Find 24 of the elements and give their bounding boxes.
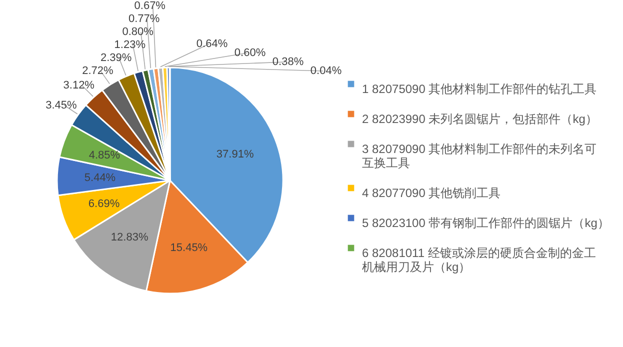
data-label: 3.12% (63, 79, 95, 92)
data-label: 3.45% (46, 99, 78, 112)
data-label: 37.91% (216, 148, 254, 161)
legend-label: 4 82077090 其他铣削工具 (362, 186, 501, 200)
legend-label: 2 82023990 未列名圆锯片，包括部件（kg） (362, 112, 598, 126)
data-label: 4.85% (88, 150, 120, 162)
legend-label: 5 82023100 带有钢制工作部件的圆锯片（kg） (362, 216, 610, 230)
data-label: 2.39% (100, 52, 132, 64)
legend-label: 1 82075090 其他材料制工作部件的钻孔工具 (362, 82, 597, 96)
data-label: 0.04% (310, 65, 342, 77)
legend-label: 3 82079090 其他材料制工作部件的未列名可互换工具 (362, 142, 597, 170)
data-label: 5.44% (84, 172, 116, 184)
data-label: 0.64% (196, 38, 228, 50)
legend-label: 6 82081011 经镀或涂层的硬质合金制的金工机械用刀及片（kg） (362, 246, 596, 274)
data-label: 2.72% (82, 65, 114, 78)
data-label: 0.38% (272, 56, 304, 68)
data-label: 6.69% (88, 198, 120, 210)
data-label: 15.45% (170, 242, 208, 254)
data-label: 12.83% (110, 232, 148, 244)
data-label: 0.80% (122, 26, 154, 38)
data-label: 0.67% (134, 0, 166, 12)
data-label: 1.23% (114, 39, 146, 52)
data-label: 0.60% (234, 47, 266, 59)
data-label: 0.77% (128, 13, 160, 26)
